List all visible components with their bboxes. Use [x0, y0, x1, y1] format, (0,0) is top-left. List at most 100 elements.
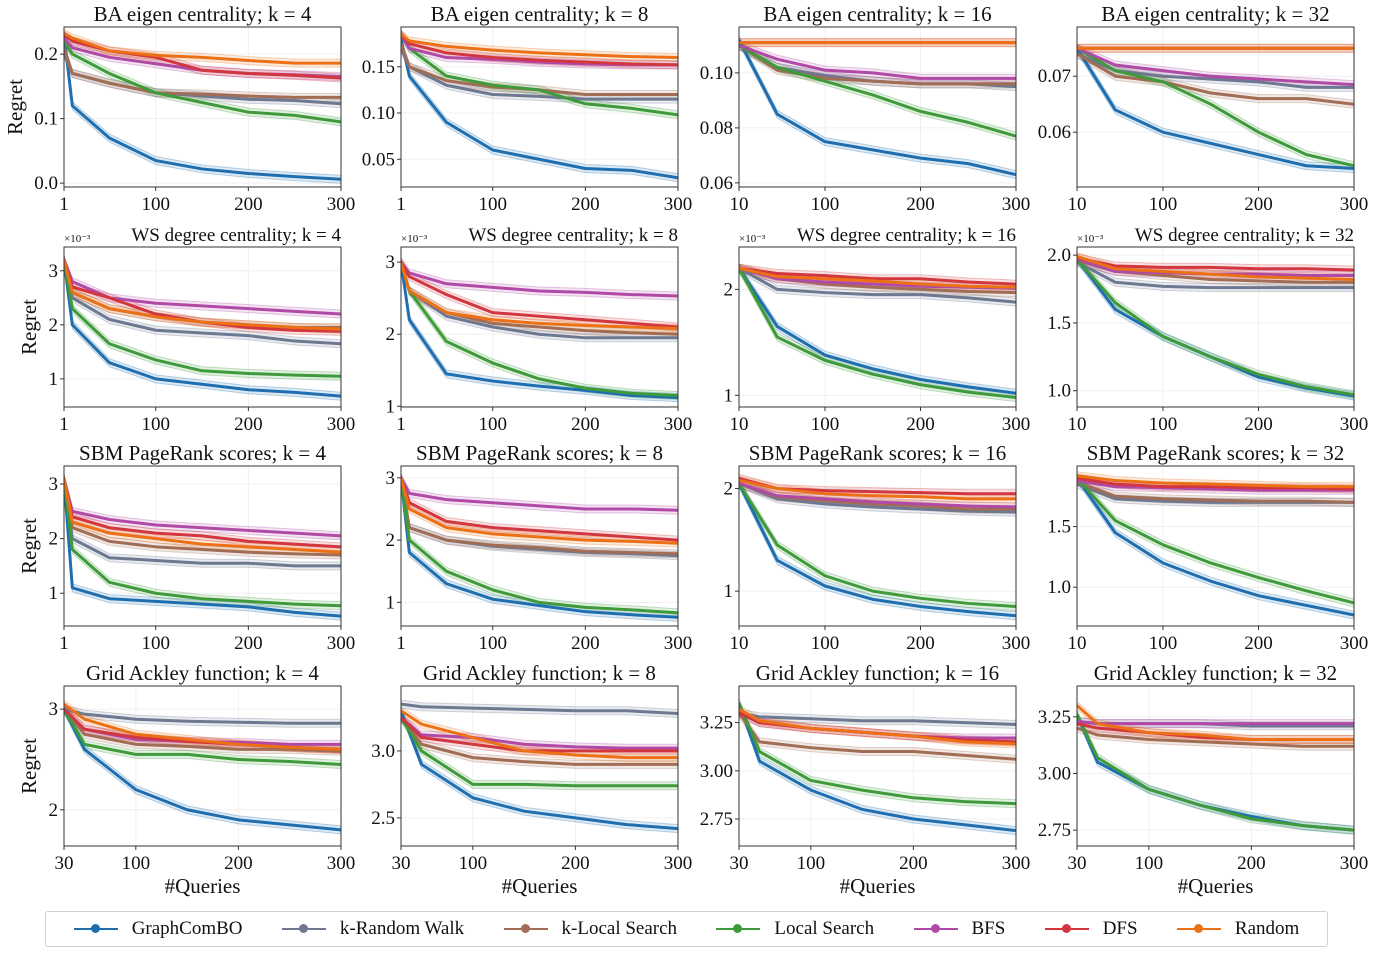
x-axis-label: #Queries	[840, 874, 916, 898]
x-tick-label: 200	[571, 414, 600, 435]
subplot: 30 100 200 300 2.75 3.00 3.25 Grid Ackley funct…	[700, 661, 1031, 898]
x-tick-label: 30	[55, 853, 74, 874]
series-line-bfs	[401, 261, 678, 298]
axes-frame	[738, 26, 1017, 188]
axes-frame	[400, 685, 679, 847]
x-tick-label: 300	[1340, 853, 1369, 874]
x-axis-label: #Queries	[165, 874, 241, 898]
y-tick-label: 3	[49, 474, 59, 495]
confidence-band	[739, 708, 1016, 743]
series-line-bfs	[64, 259, 341, 316]
x-tick-label: 100	[141, 194, 170, 215]
series-line-graphcombo	[64, 478, 341, 618]
x-tick-label: 200	[906, 414, 935, 435]
series-line-k-local-search	[1077, 52, 1354, 106]
axes-frame	[738, 465, 1017, 627]
series-line-k-random-walk	[1077, 260, 1354, 290]
confidence-band	[401, 44, 678, 104]
x-tick-label: 1	[59, 414, 69, 435]
series-line-k-local-search	[1077, 480, 1354, 504]
subplot-title: Grid Ackley function; k = 8	[423, 661, 656, 685]
series-line-graphcombo	[739, 267, 1016, 395]
series-line-bfs	[739, 44, 1016, 80]
confidence-band	[401, 34, 678, 183]
confidence-band	[739, 708, 1016, 764]
x-tick-label: 200	[234, 194, 263, 215]
series-line-dfs	[64, 33, 341, 80]
legend-label: k-Random Walk	[339, 918, 465, 939]
series-line-random	[739, 478, 1016, 501]
series-line-graphcombo	[401, 261, 678, 400]
subplot-title: BA eigen centrality; k = 8	[431, 2, 649, 26]
y-tick-label: 2	[49, 529, 59, 550]
x-tick-label: 100	[797, 853, 826, 874]
confidence-band	[64, 474, 341, 571]
x-tick-label: 100	[141, 633, 170, 654]
y-tick-label: 2.75	[1038, 820, 1071, 841]
axes-frame	[63, 465, 342, 627]
x-tick-label: 10	[730, 194, 749, 215]
series-line-dfs	[1077, 256, 1354, 272]
x-tick-label: 300	[1002, 633, 1031, 654]
confidence-band	[64, 474, 341, 611]
legend-label: Random	[1234, 918, 1300, 939]
confidence-band	[739, 40, 1016, 141]
legend-marker-icon	[73, 924, 118, 933]
legend-label: DFS	[1102, 918, 1138, 939]
x-axis-label: #Queries	[502, 874, 578, 898]
confidence-band	[401, 258, 678, 403]
y-tick-label: 0.10	[362, 103, 395, 124]
y-multiplier: ×10⁻³	[739, 233, 766, 245]
x-tick-label: 300	[664, 414, 693, 435]
series-line-graphcombo	[64, 34, 341, 181]
confidence-band	[64, 474, 341, 621]
x-tick-label: 200	[571, 633, 600, 654]
y-tick-label: 3	[49, 699, 59, 720]
series-line-bfs	[739, 482, 1016, 509]
x-tick-label: 100	[1149, 414, 1178, 435]
subplot-title: Grid Ackley function; k = 4	[86, 661, 319, 685]
confidence-band	[739, 479, 1016, 621]
y-tick-label: 1.0	[1047, 577, 1071, 598]
series-line-k-local-search	[401, 477, 678, 556]
x-tick-label: 100	[811, 633, 840, 654]
series-line-local-search	[1077, 46, 1354, 168]
series-line-graphcombo	[739, 39, 1016, 177]
legend-item: GraphComBO	[73, 918, 243, 940]
axes-frame	[1076, 685, 1355, 847]
y-tick-label: 3	[386, 468, 396, 489]
x-tick-label: 100	[1149, 194, 1178, 215]
subplot: 1 100 200 300 1 2 3 WS degree centrality; k = 4…	[17, 225, 355, 435]
subplot: 1 100 200 300 1 2 3 WS degree centrality; k = 8…	[386, 225, 693, 435]
y-tick-label: 1	[724, 581, 734, 602]
x-tick-label: 200	[1244, 414, 1273, 435]
axes-frame	[400, 465, 679, 627]
y-axis-label: Regret	[17, 738, 41, 794]
series-line-k-local-search	[401, 716, 678, 766]
subplot-title: BA eigen centrality; k = 32	[1101, 2, 1329, 26]
series-line-graphcombo	[401, 38, 678, 180]
x-tick-label: 200	[571, 194, 600, 215]
series-line-random	[401, 33, 678, 60]
confidence-band	[1077, 473, 1354, 608]
series-line-k-local-search	[64, 478, 341, 557]
x-tick-label: 10	[1068, 194, 1087, 215]
series-line-k-random-walk	[64, 478, 341, 568]
series-line-local-search	[1077, 258, 1354, 397]
series-line-random	[1077, 255, 1354, 282]
series-line-dfs	[401, 261, 678, 329]
y-tick-label: 2.75	[700, 809, 733, 830]
series-line-local-search	[64, 708, 341, 766]
x-tick-label: 1	[396, 414, 406, 435]
subplot: 1 100 200 300 0.0 0.1 0.2 BA eigen centrality; …	[3, 2, 355, 215]
y-tick-label: 2	[49, 800, 59, 821]
axes-frame	[63, 26, 342, 188]
y-tick-label: 0.06	[700, 173, 733, 194]
legend-item: DFS	[1044, 918, 1138, 940]
x-tick-label: 200	[1237, 853, 1266, 874]
y-tick-label: 1	[49, 369, 59, 390]
series-line-bfs	[401, 716, 678, 750]
x-tick-label: 300	[1340, 194, 1369, 215]
y-axis-label: Regret	[17, 299, 41, 355]
series-line-random	[64, 259, 341, 331]
